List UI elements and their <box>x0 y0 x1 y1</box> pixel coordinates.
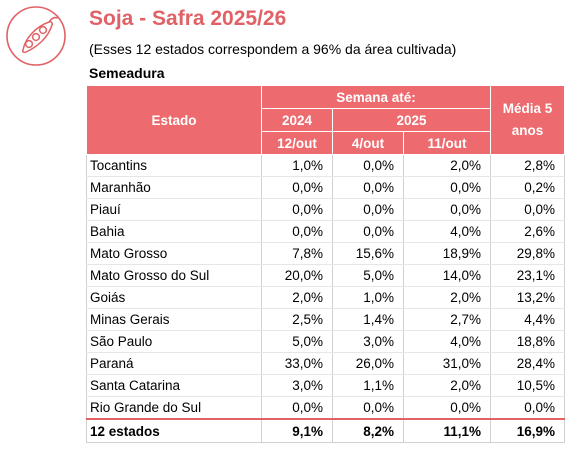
table-row: Tocantins 1,0% 0,0% 2,0% 2,8% <box>86 154 566 177</box>
cell-estado: Piauí <box>86 198 262 221</box>
cell-estado: Tocantins <box>86 154 262 177</box>
cell-media: 29,8% <box>490 242 566 265</box>
cell-media: 0,0% <box>490 198 566 221</box>
header-week-12out: 12/out <box>261 131 333 155</box>
table-row: Bahia 0,0% 0,0% 4,0% 2,6% <box>86 220 566 243</box>
cell-estado: Maranhão <box>86 176 262 199</box>
header-week-11out: 11/out <box>402 131 492 155</box>
cell-4out: 1,0% <box>332 286 404 309</box>
table-row: Santa Catarina 3,0% 1,1% 2,0% 10,5% <box>86 374 566 397</box>
cell-media: 23,1% <box>490 264 566 287</box>
cell-media: 2,6% <box>490 220 566 243</box>
soybean-pod-icon <box>5 5 67 67</box>
cell-11out: 0,0% <box>402 396 492 420</box>
cell-2024: 20,0% <box>261 264 333 287</box>
table-row: Piauí 0,0% 0,0% 0,0% 0,0% <box>86 198 566 221</box>
cell-11out: 0,0% <box>402 176 492 199</box>
cell-media: 0,2% <box>490 176 566 199</box>
cell-media: 4,4% <box>490 308 566 331</box>
cell-media: 0,0% <box>490 396 566 420</box>
cell-4out: 0,0% <box>332 154 404 177</box>
cell-4out: 0,0% <box>332 198 404 221</box>
cell-2024: 2,5% <box>261 308 333 331</box>
planting-progress-table: Estado Semana até: Média 5 anos 2024 202… <box>86 85 566 443</box>
cell-2024: 33,0% <box>261 352 333 375</box>
cell-media: 13,2% <box>490 286 566 309</box>
cell-media: 28,4% <box>490 352 566 375</box>
cell-media: 2,8% <box>490 154 566 177</box>
table-row: Mato Grosso do Sul 20,0% 5,0% 14,0% 23,1% <box>86 264 566 287</box>
cell-4out: 5,0% <box>332 264 404 287</box>
cell-estado: Minas Gerais <box>86 308 262 331</box>
header-year-2024: 2024 <box>261 108 333 132</box>
table-row: Rio Grande do Sul 0,0% 0,0% 0,0% 0,0% <box>86 396 566 420</box>
total-2024: 9,1% <box>261 418 333 443</box>
total-estado: 12 estados <box>86 418 262 443</box>
header-week-4out: 4/out <box>332 131 404 155</box>
cell-4out: 26,0% <box>332 352 404 375</box>
cell-2024: 5,0% <box>261 330 333 353</box>
table-row: Maranhão 0,0% 0,0% 0,0% 0,2% <box>86 176 566 199</box>
cell-11out: 2,0% <box>402 286 492 309</box>
cell-estado: Rio Grande do Sul <box>86 396 262 420</box>
page-title: Soja - Safra 2025/26 <box>89 7 287 30</box>
cell-11out: 14,0% <box>402 264 492 287</box>
cell-2024: 0,0% <box>261 176 333 199</box>
cell-media: 10,5% <box>490 374 566 397</box>
section-label: Semeadura <box>89 65 165 81</box>
cell-estado: Mato Grosso do Sul <box>86 264 262 287</box>
table-row: Paraná 33,0% 26,0% 31,0% 28,4% <box>86 352 566 375</box>
cell-4out: 0,0% <box>332 396 404 420</box>
cell-2024: 7,8% <box>261 242 333 265</box>
cell-2024: 0,0% <box>261 198 333 221</box>
cell-2024: 2,0% <box>261 286 333 309</box>
cell-11out: 0,0% <box>402 198 492 221</box>
cell-11out: 18,9% <box>402 242 492 265</box>
cell-estado: Goiás <box>86 286 262 309</box>
cell-2024: 3,0% <box>261 374 333 397</box>
header-semana: Semana até: <box>260 85 492 109</box>
header-estado: Estado <box>86 85 262 155</box>
cell-estado: Bahia <box>86 220 262 243</box>
cell-2024: 0,0% <box>261 396 333 420</box>
table-row: Minas Gerais 2,5% 1,4% 2,7% 4,4% <box>86 308 566 331</box>
table-row: Mato Grosso 7,8% 15,6% 18,9% 29,8% <box>86 242 566 265</box>
cell-estado: Paraná <box>86 352 262 375</box>
cell-4out: 3,0% <box>332 330 404 353</box>
header-media: Média 5 anos <box>490 85 566 155</box>
total-media: 16,9% <box>490 418 566 443</box>
header-year-2025: 2025 <box>331 108 492 132</box>
cell-4out: 1,1% <box>332 374 404 397</box>
page-subtitle: (Esses 12 estados correspondem a 96% da … <box>89 41 457 57</box>
table-row: São Paulo 5,0% 3,0% 4,0% 18,8% <box>86 330 566 353</box>
cell-estado: São Paulo <box>86 330 262 353</box>
table-row: Goiás 2,0% 1,0% 2,0% 13,2% <box>86 286 566 309</box>
total-4out: 8,2% <box>332 418 404 443</box>
cell-4out: 15,6% <box>332 242 404 265</box>
table-row-total: 12 estados 9,1% 8,2% 11,1% 16,9% <box>86 418 566 443</box>
cell-2024: 0,0% <box>261 220 333 243</box>
cell-estado: Mato Grosso <box>86 242 262 265</box>
cell-11out: 4,0% <box>402 330 492 353</box>
cell-11out: 2,7% <box>402 308 492 331</box>
cell-11out: 4,0% <box>402 220 492 243</box>
cell-4out: 0,0% <box>332 176 404 199</box>
cell-media: 18,8% <box>490 330 566 353</box>
cell-11out: 2,0% <box>402 374 492 397</box>
header-media-line2: anos <box>511 123 544 138</box>
cell-4out: 1,4% <box>332 308 404 331</box>
cell-11out: 2,0% <box>402 154 492 177</box>
cell-2024: 1,0% <box>261 154 333 177</box>
cell-estado: Santa Catarina <box>86 374 262 397</box>
cell-11out: 31,0% <box>402 352 492 375</box>
total-11out: 11,1% <box>402 418 492 443</box>
header-media-line1: Média 5 <box>502 101 553 116</box>
cell-4out: 0,0% <box>332 220 404 243</box>
